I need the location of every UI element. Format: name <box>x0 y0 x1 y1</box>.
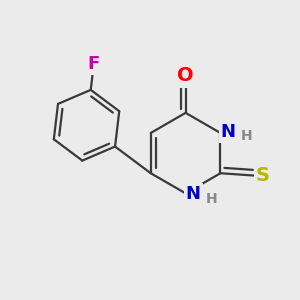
Text: N: N <box>186 185 201 203</box>
Text: O: O <box>177 66 194 85</box>
Text: S: S <box>256 166 270 185</box>
Text: N: N <box>221 123 236 141</box>
Text: H: H <box>206 192 218 206</box>
Text: F: F <box>88 55 100 73</box>
Text: H: H <box>241 129 252 143</box>
